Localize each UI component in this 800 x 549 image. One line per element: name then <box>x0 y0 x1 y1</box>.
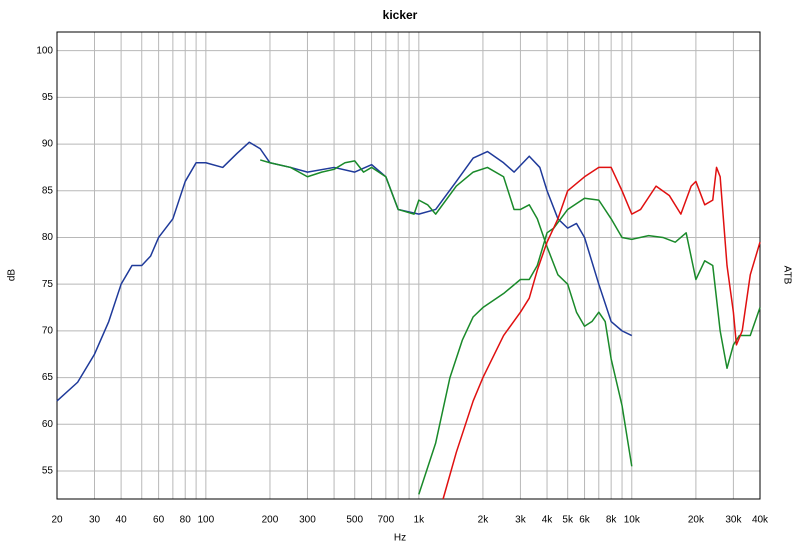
y-tick-label: 55 <box>42 466 54 477</box>
response-line <box>418 197 761 495</box>
x-tick-label: 20k <box>688 515 705 526</box>
x-tick-label: 5k <box>562 515 574 526</box>
response-line <box>442 166 761 500</box>
x-tick-label: 200 <box>262 515 279 526</box>
y-tick-label: 65 <box>42 372 54 383</box>
plot-frame <box>56 31 761 500</box>
x-tick-label: 10k <box>624 515 641 526</box>
y-tick-label: 60 <box>42 419 54 430</box>
x-tick-label: 6k <box>579 515 591 526</box>
x-tick-label: 60 <box>153 515 165 526</box>
y-tick-label: 95 <box>42 92 54 103</box>
response-line <box>260 159 633 467</box>
x-tick-label: 300 <box>299 515 316 526</box>
chart-title: kicker <box>383 8 418 22</box>
y-axis-label: dB <box>7 269 18 282</box>
response-line <box>56 141 633 402</box>
y-tick-label: 75 <box>42 279 54 290</box>
x-tick-label: 1k <box>414 515 426 526</box>
x-tick-label: 8k <box>606 515 618 526</box>
x-tick-label: 100 <box>198 515 215 526</box>
x-tick-label: 40k <box>752 515 769 526</box>
x-tick-label: 700 <box>377 515 394 526</box>
x-tick-label: 40 <box>116 515 128 526</box>
y-tick-label: 100 <box>36 45 53 56</box>
y-tick-label: 80 <box>42 232 54 243</box>
x-tick-label: 30 <box>89 515 101 526</box>
y-tick-label: 85 <box>42 185 54 196</box>
x-tick-label: 80 <box>180 515 192 526</box>
x-axis-label: Hz <box>394 533 406 544</box>
x-tick-label: 30k <box>725 515 742 526</box>
y2-axis-label: ATB <box>781 266 792 285</box>
y-tick-label: 90 <box>42 139 54 150</box>
x-tick-label: 20 <box>51 515 63 526</box>
y-tick-label: 70 <box>42 326 54 337</box>
x-tick-label: 3k <box>515 515 527 526</box>
x-tick-label: 4k <box>542 515 554 526</box>
x-tick-label: 2k <box>478 515 490 526</box>
x-tick-label: 500 <box>346 515 363 526</box>
